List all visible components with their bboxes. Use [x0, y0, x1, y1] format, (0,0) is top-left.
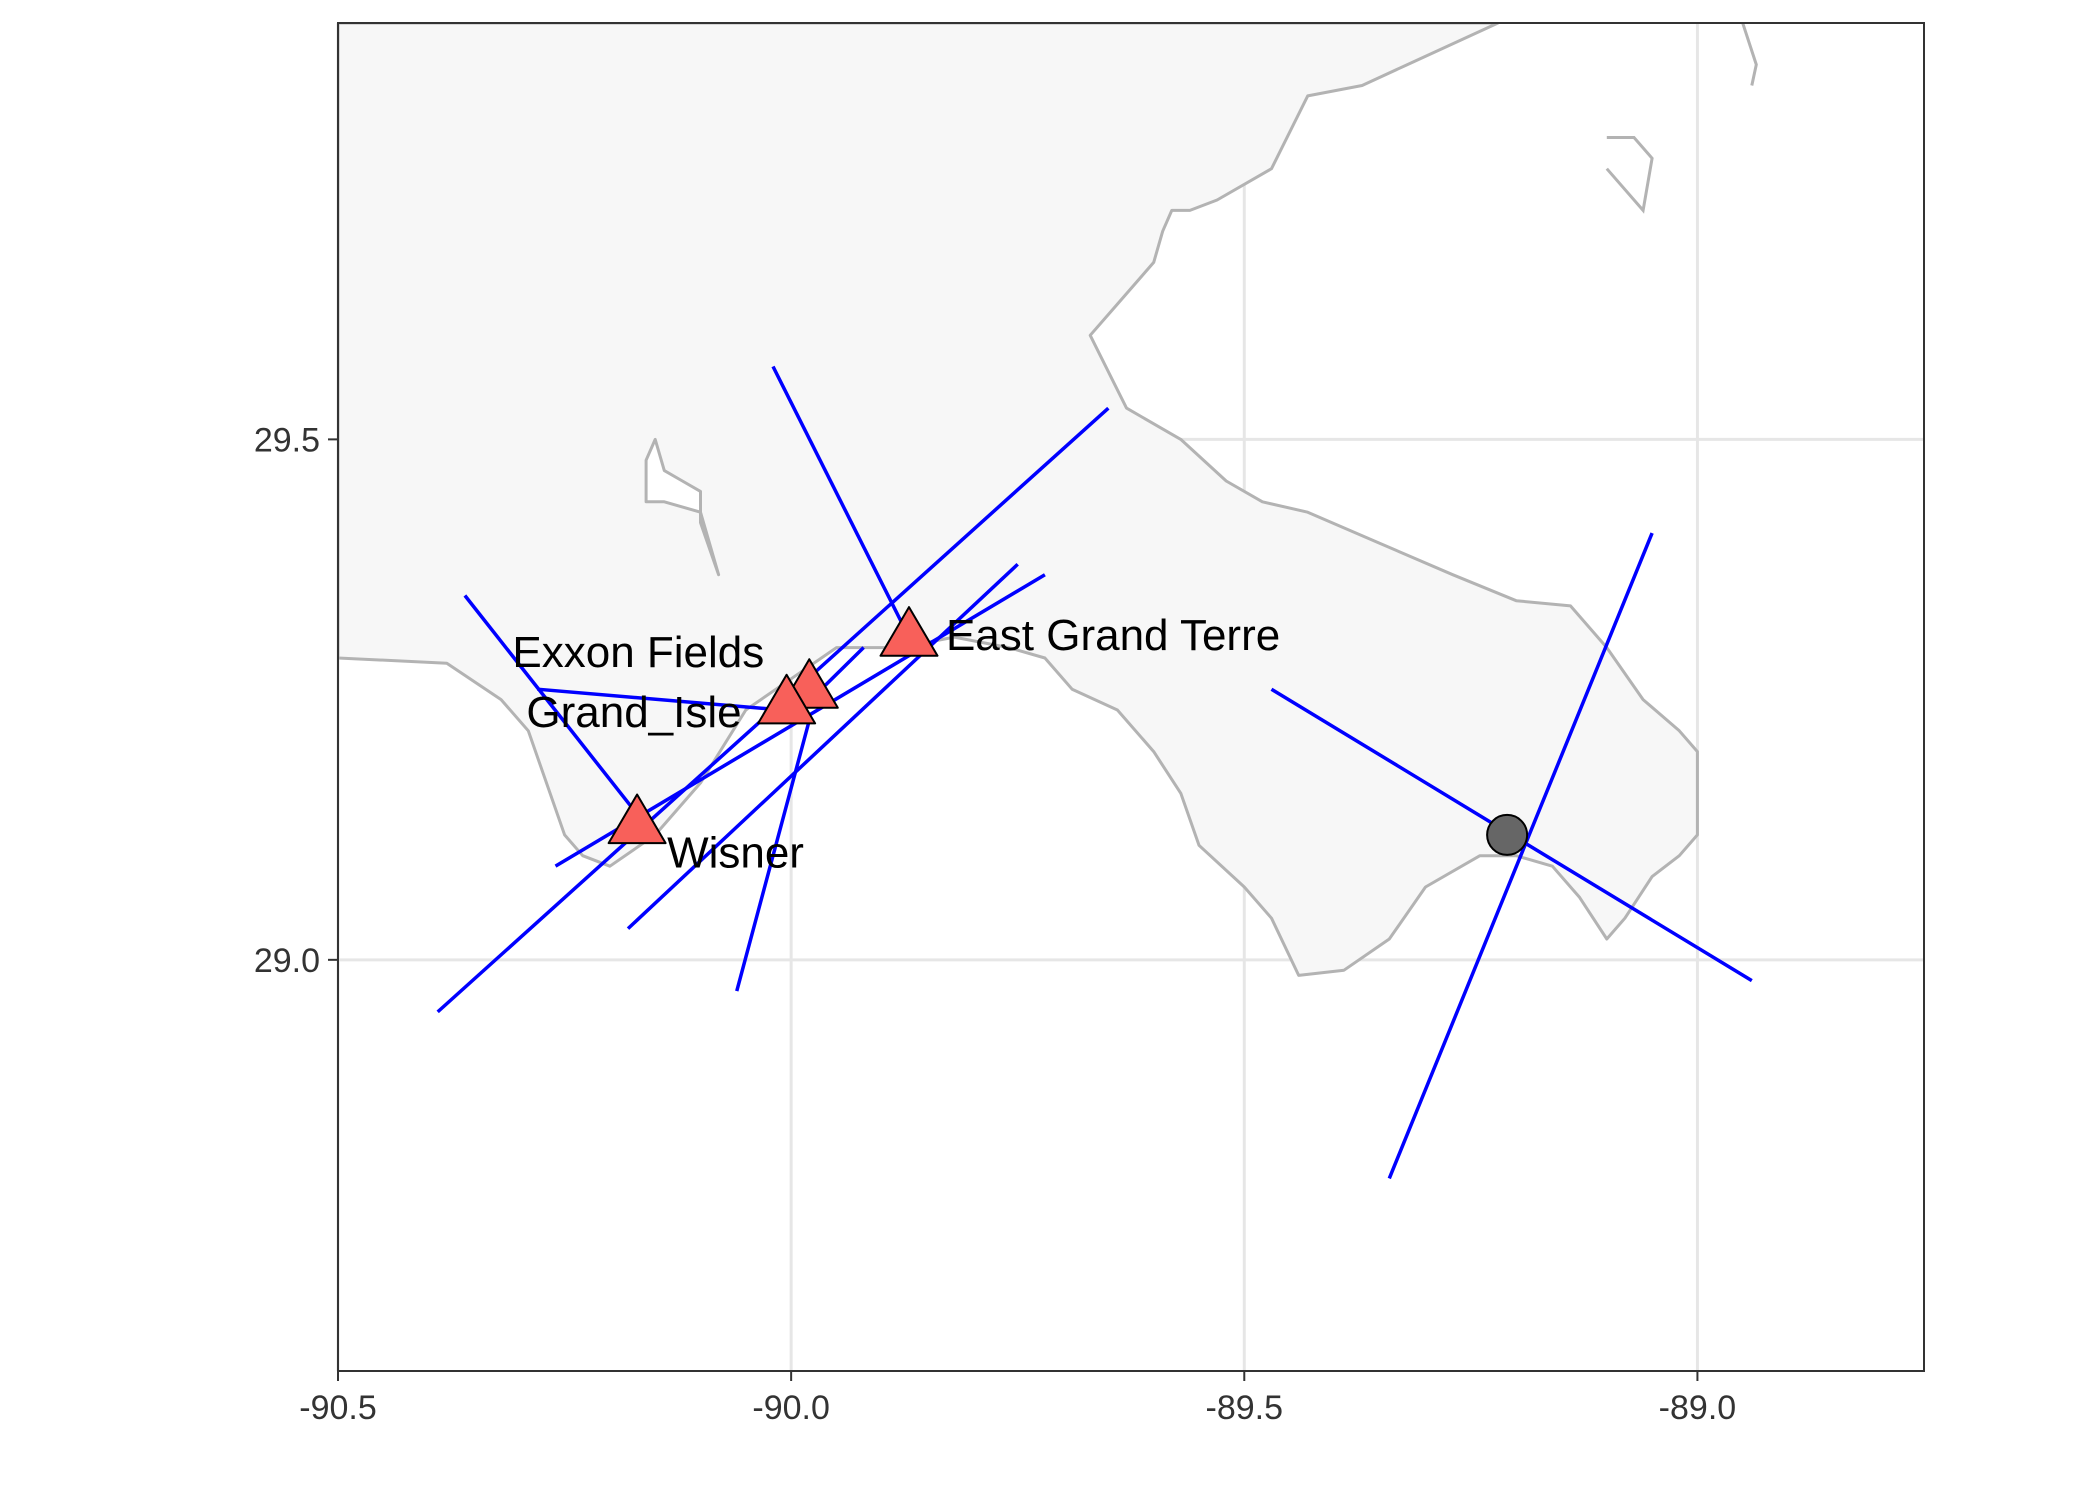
islet-outline — [1605, 136, 1654, 214]
bearing-line-5 — [771, 365, 911, 638]
bearing-line-8 — [463, 594, 639, 816]
bearing-line-9 — [735, 719, 811, 992]
y-tick-label-0: 29.5 — [254, 421, 320, 459]
x-tick-label-2: -89.5 — [1206, 1389, 1284, 1427]
station-marker-2 — [879, 606, 939, 657]
bay-shore — [644, 437, 721, 577]
station-label-2: East Grand Terre — [946, 611, 1280, 660]
station-marker-3 — [607, 793, 667, 845]
land-layer — [338, 23, 1758, 977]
x-tick-label-3: -89.0 — [1659, 1389, 1737, 1427]
station-label-3: Wisner — [667, 829, 804, 878]
island-outline — [1741, 23, 1758, 86]
bearing-line-7 — [537, 687, 783, 712]
estimated-location-marker — [1486, 813, 1529, 856]
x-tick-label-1: -90.0 — [752, 1389, 830, 1427]
y-tick-label-1: 29.0 — [254, 942, 320, 980]
station-labels: Exxon Fields Grand_Isle East Grand Terre Wi… — [512, 611, 1280, 877]
plot-panel-border — [337, 22, 1925, 1372]
axes: -90.5 -90.0 -89.5 -89.0 29.5 29.0 — [254, 421, 1736, 1427]
station-marker-1 — [757, 673, 817, 725]
x-tick-label-0: -90.5 — [299, 1389, 377, 1427]
coastline — [338, 23, 1699, 977]
station-markers — [607, 606, 1529, 856]
station-label-1: Grand_Isle — [526, 688, 741, 737]
station-label-0: Exxon Fields — [512, 628, 764, 677]
bearing-line-4 — [626, 563, 1019, 930]
bearing-line-0 — [1387, 532, 1654, 1180]
